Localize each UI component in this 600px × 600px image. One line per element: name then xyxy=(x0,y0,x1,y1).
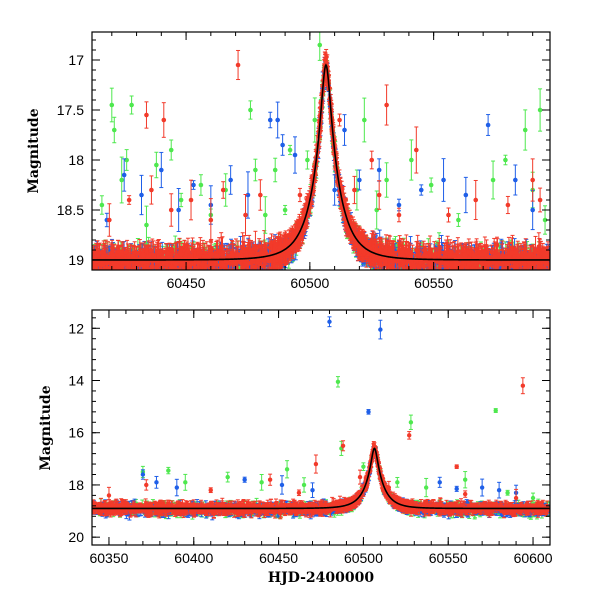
data-point xyxy=(463,176,469,214)
data-point xyxy=(168,193,174,227)
data-point xyxy=(191,180,196,190)
data-point xyxy=(503,154,508,166)
data-point xyxy=(369,150,375,170)
y-tick-label: 18.5 xyxy=(57,202,84,218)
data-point xyxy=(198,174,204,196)
data-point xyxy=(441,158,446,202)
data-point xyxy=(537,88,543,132)
data-point xyxy=(287,144,293,156)
data-point xyxy=(228,165,233,195)
data-point xyxy=(149,175,154,205)
data-point xyxy=(428,177,434,193)
data-point xyxy=(168,139,174,161)
bottom-panel: 60350 60400 60450 60500 60550 606001214161820… xyxy=(38,309,553,586)
data-point xyxy=(414,126,419,174)
y-tick-label: 19 xyxy=(68,252,84,268)
data-point xyxy=(144,205,149,245)
data-point xyxy=(178,192,184,208)
data-point xyxy=(121,158,127,192)
data-point xyxy=(111,116,117,144)
data-point xyxy=(220,181,226,199)
data-point xyxy=(126,195,132,205)
data-point xyxy=(282,204,288,216)
data-point xyxy=(505,195,511,215)
data-point xyxy=(537,268,542,270)
data-point xyxy=(473,179,479,221)
data-point xyxy=(357,169,362,191)
data-point xyxy=(537,187,543,213)
data-point xyxy=(490,160,496,200)
data-point xyxy=(267,111,273,129)
data-point xyxy=(513,164,518,196)
y-tick-label: 17 xyxy=(68,52,84,68)
data-point xyxy=(129,95,134,115)
data-point xyxy=(292,136,298,174)
data-point xyxy=(376,158,382,182)
data-point xyxy=(384,162,389,198)
data-point xyxy=(280,134,285,156)
x-tick-label: 60450 xyxy=(167,275,206,291)
data-point xyxy=(418,184,424,196)
data-point xyxy=(530,158,535,202)
top-panel: 60450 60500 60550 17 17.5 18 18.5 19 Magnitude xyxy=(26,31,551,291)
top-plot-frame xyxy=(91,31,551,271)
data-point xyxy=(99,195,105,215)
data-point xyxy=(248,100,253,120)
data-point xyxy=(144,101,149,129)
data-point xyxy=(159,151,164,189)
data-point xyxy=(362,97,367,143)
data-point xyxy=(272,157,278,183)
data-point xyxy=(456,213,461,227)
data-point xyxy=(119,156,125,204)
x-tick-label: 60500 xyxy=(290,275,329,291)
top-data-points xyxy=(92,32,550,270)
data-point xyxy=(243,193,248,237)
data-point xyxy=(107,203,112,237)
top-y-axis-label: Magnitude xyxy=(26,108,42,193)
data-point xyxy=(124,149,129,171)
data-point xyxy=(245,171,251,219)
bottom-data-points xyxy=(92,316,550,521)
y-tick-label: 18 xyxy=(68,152,84,168)
data-point xyxy=(409,139,414,181)
data-point xyxy=(376,180,382,210)
data-point xyxy=(317,32,323,61)
data-point xyxy=(396,207,402,223)
data-point xyxy=(161,102,167,138)
y-tick-label: 17.5 xyxy=(57,102,84,118)
data-point xyxy=(275,101,280,139)
data-point xyxy=(485,114,491,136)
data-point xyxy=(154,151,159,179)
data-point xyxy=(337,113,342,127)
x-tick-label: 60550 xyxy=(414,275,453,291)
data-point xyxy=(342,114,347,146)
data-point xyxy=(305,150,310,170)
data-point xyxy=(384,84,389,126)
data-point xyxy=(522,109,528,151)
data-point xyxy=(258,179,263,211)
data-point xyxy=(139,174,144,216)
data-point xyxy=(352,175,357,205)
data-point xyxy=(235,49,241,81)
data-point xyxy=(176,188,181,232)
data-point xyxy=(262,196,268,234)
data-point xyxy=(446,207,451,223)
data-point xyxy=(297,187,303,203)
data-point xyxy=(253,158,258,182)
